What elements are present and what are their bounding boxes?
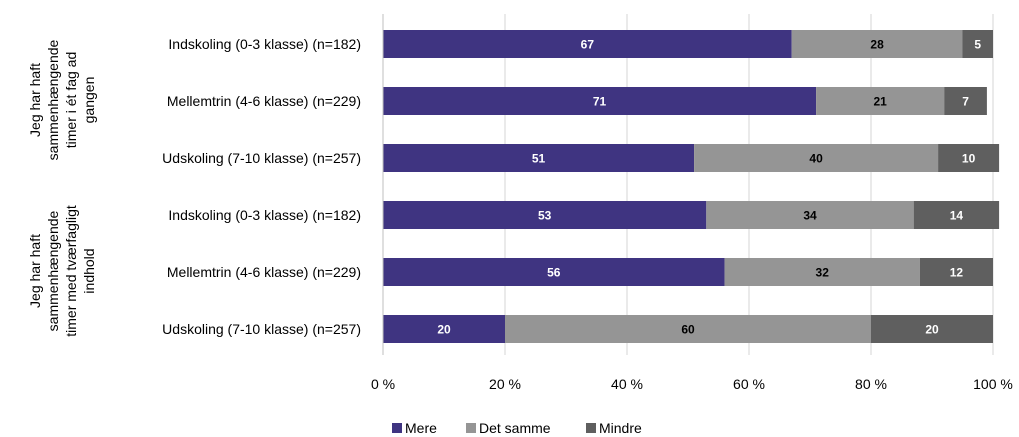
bar-segment <box>383 87 817 115</box>
x-tick-label: 60 % <box>733 376 765 392</box>
bar-segment <box>383 144 695 172</box>
category-label: Indskoling (0-3 klasse) (n=182) <box>168 36 361 52</box>
data-label: 20 <box>437 323 451 337</box>
category-label: Mellemtrin (4-6 klasse) (n=229) <box>167 93 361 109</box>
category-label: Udskoling (7-10 klasse) (n=257) <box>162 321 361 337</box>
bar-segment <box>962 30 993 58</box>
bar-segment <box>505 315 871 343</box>
data-label: 20 <box>925 323 939 337</box>
data-label: 67 <box>581 38 595 52</box>
x-tick-label: 40 % <box>611 376 643 392</box>
data-label: 21 <box>873 95 887 109</box>
data-label: 60 <box>681 323 695 337</box>
legend-swatch <box>392 423 402 433</box>
data-label: 56 <box>547 266 561 280</box>
data-label: 51 <box>532 152 546 166</box>
data-label: 32 <box>816 266 830 280</box>
category-label: Mellemtrin (4-6 klasse) (n=229) <box>167 264 361 280</box>
legend-label: Mindre <box>599 420 642 436</box>
bar-segment <box>694 144 939 172</box>
bar-segment <box>383 201 707 229</box>
data-label: 5 <box>974 38 981 52</box>
bar-segment <box>938 144 1000 172</box>
group-label-line: timer i ét fag ad <box>63 52 79 149</box>
bar-segment <box>383 258 725 286</box>
x-tick-label: 0 % <box>371 376 395 392</box>
bar-segment <box>871 315 993 343</box>
group-label-line: gangen <box>81 77 97 124</box>
group-label-line: indhold <box>81 248 97 293</box>
group-label-line: sammenhængende <box>45 39 61 160</box>
bar-segment <box>944 87 987 115</box>
bar-segment <box>724 258 920 286</box>
legend-label: Det samme <box>479 420 551 436</box>
data-label: 12 <box>950 266 964 280</box>
category-label: Indskoling (0-3 klasse) (n=182) <box>168 207 361 223</box>
group-label-line: Jeg har haft <box>27 63 43 137</box>
bar-segment <box>919 258 993 286</box>
group-label-line: sammenhængende <box>45 210 61 331</box>
data-label: 7 <box>962 95 969 109</box>
bar-segment <box>816 87 945 115</box>
group-label: Jeg har haft sammenhængende timer med tvær… <box>27 205 97 337</box>
data-label: 14 <box>950 209 964 223</box>
group-label: Jeg har haft sammenhængende timer i ét fag… <box>27 39 97 160</box>
bar-segment <box>383 315 505 343</box>
legend-label: Mere <box>405 420 437 436</box>
data-label: 34 <box>803 209 817 223</box>
category-label: Udskoling (7-10 klasse) (n=257) <box>162 150 361 166</box>
x-tick-label: 80 % <box>855 376 887 392</box>
data-label: 53 <box>538 209 552 223</box>
data-label: 28 <box>870 38 884 52</box>
data-label: 71 <box>593 95 607 109</box>
bar-segment <box>706 201 914 229</box>
group-label-line: timer med tværfagligt <box>63 205 79 337</box>
data-label: 10 <box>962 152 976 166</box>
x-tick-label: 100 % <box>973 376 1013 392</box>
legend-swatch <box>466 423 476 433</box>
legend-swatch <box>586 423 596 433</box>
group-label-line: Jeg har haft <box>27 234 43 308</box>
data-label: 40 <box>809 152 823 166</box>
bar-segment <box>383 30 792 58</box>
bar-segment <box>791 30 963 58</box>
bar-segment <box>913 201 1000 229</box>
x-tick-label: 20 % <box>489 376 521 392</box>
